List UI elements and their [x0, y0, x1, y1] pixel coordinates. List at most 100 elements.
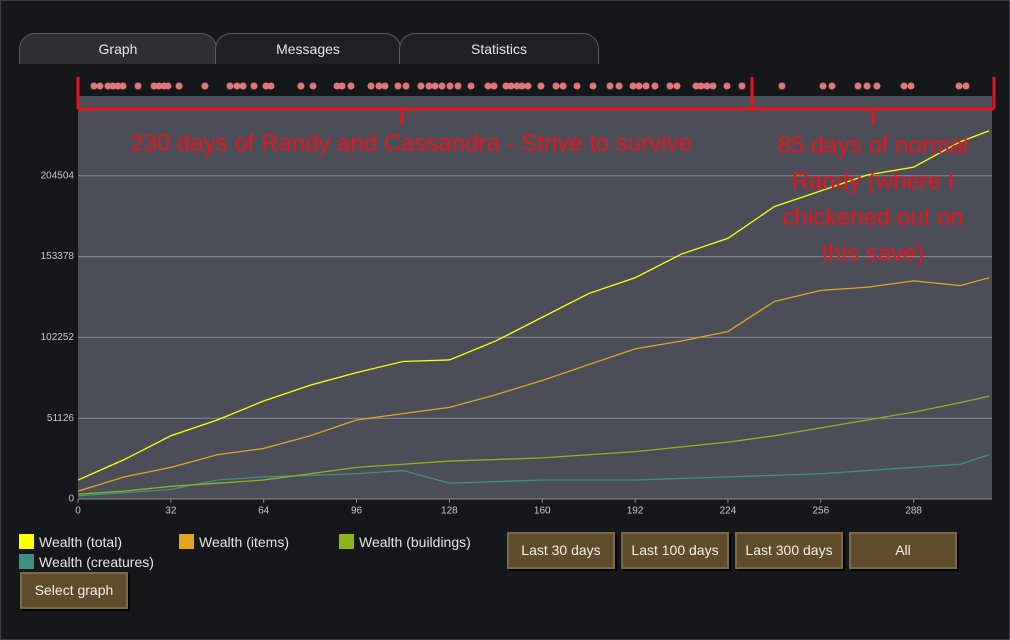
event-marker — [233, 82, 241, 90]
x-tick-label: 288 — [905, 506, 922, 517]
x-tick-label: 160 — [534, 506, 551, 517]
event-marker — [394, 82, 402, 90]
legend-label: Wealth (items) — [199, 534, 289, 550]
legend-entry: Wealth (total) — [19, 534, 122, 550]
event-marker — [635, 82, 643, 90]
annotation: 85 days of normal Randy (where I chicken… — [777, 132, 969, 267]
x-tick-label: 224 — [720, 506, 737, 517]
event-marker — [537, 82, 545, 90]
button[interactable]: Last 100 days — [621, 532, 729, 569]
event-marker — [226, 82, 234, 90]
event-marker — [239, 82, 247, 90]
series-line — [77, 130, 990, 481]
button[interactable]: Last 30 days — [507, 532, 615, 569]
event-marker — [900, 82, 908, 90]
event-marker — [96, 82, 104, 90]
legend-entry: Wealth (buildings) — [339, 534, 471, 550]
event-marker — [175, 82, 183, 90]
event-marker — [490, 82, 498, 90]
legend-entry: Wealth (creatures) — [19, 554, 154, 570]
event-marker — [484, 82, 492, 90]
event-marker — [673, 82, 681, 90]
event-marker — [738, 82, 746, 90]
legend-swatch — [19, 534, 34, 549]
series-line — [77, 277, 990, 492]
event-marker — [723, 82, 731, 90]
event-marker — [606, 82, 614, 90]
plot-area — [78, 96, 992, 499]
event-marker — [955, 82, 963, 90]
event-marker — [651, 82, 659, 90]
event-marker — [589, 82, 597, 90]
event-marker — [467, 82, 475, 90]
event-marker — [438, 82, 446, 90]
y-tick-label: 51126 — [47, 413, 75, 424]
event-marker — [642, 82, 650, 90]
legend-entry: Wealth (items) — [179, 534, 289, 550]
event-marker — [297, 82, 305, 90]
event-marker — [873, 82, 881, 90]
event-marker — [703, 82, 711, 90]
event-marker — [262, 82, 270, 90]
event-marker — [250, 82, 258, 90]
event-marker — [150, 82, 158, 90]
event-marker — [347, 82, 355, 90]
legend-swatch — [339, 534, 354, 549]
x-tick-label: 0 — [75, 506, 81, 517]
event-marker — [338, 82, 346, 90]
event-marker — [425, 82, 433, 90]
y-tick-label: 102252 — [41, 332, 75, 343]
legend-swatch — [19, 554, 34, 569]
event-marker — [375, 82, 383, 90]
event-marker — [201, 82, 209, 90]
event-marker — [267, 82, 275, 90]
event-marker — [863, 82, 871, 90]
event-marker — [513, 82, 521, 90]
event-marker — [446, 82, 454, 90]
event-marker — [119, 82, 127, 90]
legend-swatch — [179, 534, 194, 549]
event-marker — [502, 82, 510, 90]
button[interactable]: Select graph — [20, 572, 128, 609]
chart: 0 51126 102252 153378 204504 0 32 64 96 128 160 192… — [41, 77, 996, 517]
event-marker — [417, 82, 425, 90]
event-marker — [692, 82, 700, 90]
event-marker — [518, 82, 526, 90]
event-marker — [552, 82, 560, 90]
y-tick-label: 0 — [68, 494, 74, 505]
series-line — [77, 454, 990, 497]
event-marker — [164, 82, 172, 90]
tab[interactable]: Statistics — [399, 33, 599, 64]
event-marker — [507, 82, 515, 90]
event-marker — [778, 82, 786, 90]
event-marker — [524, 82, 532, 90]
button[interactable]: All — [849, 532, 957, 569]
event-marker — [559, 82, 567, 90]
event-marker — [629, 82, 637, 90]
event-marker — [666, 82, 674, 90]
event-marker — [709, 82, 717, 90]
tab[interactable]: Messages — [215, 33, 401, 64]
event-marker — [402, 82, 410, 90]
event-marker — [962, 82, 970, 90]
event-marker — [109, 82, 117, 90]
event-marker — [573, 82, 581, 90]
event-marker — [615, 82, 623, 90]
legend-label: Wealth (total) — [39, 534, 122, 550]
tab[interactable]: Graph — [19, 33, 217, 64]
x-tick-label: 192 — [627, 506, 644, 517]
event-marker — [431, 82, 439, 90]
x-tick-label: 128 — [441, 506, 458, 517]
y-tick-label: 153378 — [41, 251, 75, 262]
y-tick-label: 204504 — [41, 170, 75, 181]
event-marker — [907, 82, 915, 90]
event-marker — [854, 82, 862, 90]
legend-label: Wealth (creatures) — [39, 554, 154, 570]
event-marker — [333, 82, 341, 90]
button[interactable]: Last 300 days — [735, 532, 843, 569]
event-marker — [819, 82, 827, 90]
x-tick-label: 256 — [812, 506, 829, 517]
series-line — [77, 395, 990, 495]
event-marker — [367, 82, 375, 90]
